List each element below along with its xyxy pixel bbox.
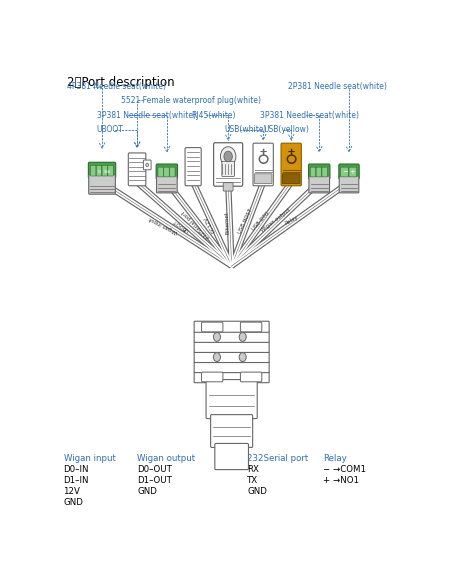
Text: GN/A: GN/A <box>104 170 111 175</box>
Text: DC12V: DC12V <box>202 215 216 233</box>
Text: RX: RX <box>247 465 259 473</box>
Text: UBOOT: UBOOT <box>97 126 124 134</box>
Text: GND: GND <box>137 487 156 496</box>
Circle shape <box>213 353 220 362</box>
Circle shape <box>223 151 232 162</box>
FancyBboxPatch shape <box>88 162 115 178</box>
Circle shape <box>239 353 246 362</box>
Text: 12V: 12V <box>63 487 80 496</box>
Text: D0–OUT: D0–OUT <box>137 465 171 473</box>
FancyBboxPatch shape <box>194 331 268 342</box>
FancyBboxPatch shape <box>340 167 348 177</box>
Text: 3P381 Needle seat(white): 3P381 Needle seat(white) <box>259 111 358 120</box>
Text: NI: NI <box>97 170 101 175</box>
FancyBboxPatch shape <box>254 174 272 184</box>
Text: GND: GND <box>63 498 83 507</box>
FancyBboxPatch shape <box>308 164 329 179</box>
FancyBboxPatch shape <box>309 167 315 177</box>
Text: USB(white): USB(white) <box>224 126 267 134</box>
Text: + →NO1: + →NO1 <box>322 476 358 485</box>
FancyBboxPatch shape <box>143 160 151 170</box>
FancyBboxPatch shape <box>88 175 115 194</box>
Text: ♁: ♁ <box>256 150 269 168</box>
Text: Wigan output: Wigan output <box>259 207 291 233</box>
Text: D1–OUT: D1–OUT <box>137 476 171 485</box>
Text: Relay: Relay <box>322 454 346 463</box>
FancyBboxPatch shape <box>184 147 201 186</box>
FancyBboxPatch shape <box>214 444 248 469</box>
FancyBboxPatch shape <box>338 176 358 193</box>
Text: 232Serial port: 232Serial port <box>247 454 308 463</box>
FancyBboxPatch shape <box>223 183 233 191</box>
FancyBboxPatch shape <box>213 143 242 186</box>
Text: RJ45(white): RJ45(white) <box>191 111 235 120</box>
FancyBboxPatch shape <box>169 167 175 177</box>
FancyBboxPatch shape <box>156 164 177 179</box>
FancyBboxPatch shape <box>201 372 222 382</box>
FancyBboxPatch shape <box>194 342 268 353</box>
FancyBboxPatch shape <box>201 322 222 332</box>
FancyBboxPatch shape <box>194 362 268 373</box>
Text: Wigan input: Wigan input <box>147 215 178 234</box>
FancyBboxPatch shape <box>194 321 268 332</box>
Text: USB HOST: USB HOST <box>237 208 253 234</box>
FancyBboxPatch shape <box>221 161 234 176</box>
Text: 2、Port description: 2、Port description <box>67 76 174 89</box>
Circle shape <box>213 332 220 342</box>
FancyBboxPatch shape <box>338 164 359 179</box>
Text: GND: GND <box>247 487 267 496</box>
FancyBboxPatch shape <box>253 143 273 186</box>
FancyBboxPatch shape <box>348 167 356 177</box>
Text: UBOOT: UBOOT <box>171 217 190 232</box>
Text: 5521 Female waterproof plug(white): 5521 Female waterproof plug(white) <box>121 96 261 105</box>
FancyBboxPatch shape <box>194 372 268 382</box>
Text: 232Serial port: 232Serial port <box>181 209 211 239</box>
Text: D1–IN: D1–IN <box>63 476 89 485</box>
FancyBboxPatch shape <box>240 372 261 382</box>
Text: USB OTG: USB OTG <box>250 210 270 231</box>
FancyBboxPatch shape <box>156 176 177 193</box>
FancyBboxPatch shape <box>240 322 261 332</box>
FancyBboxPatch shape <box>281 143 301 186</box>
Text: ♁: ♁ <box>284 150 297 168</box>
FancyBboxPatch shape <box>157 167 163 177</box>
Text: Relay: Relay <box>283 214 298 226</box>
FancyBboxPatch shape <box>315 167 321 177</box>
FancyBboxPatch shape <box>102 165 107 176</box>
FancyBboxPatch shape <box>128 153 146 186</box>
FancyBboxPatch shape <box>282 174 299 184</box>
FancyBboxPatch shape <box>90 165 96 176</box>
Text: 3P381 Needle seat(white): 3P381 Needle seat(white) <box>97 111 195 120</box>
FancyBboxPatch shape <box>108 165 113 176</box>
Text: +: + <box>349 169 354 175</box>
Text: −: − <box>342 169 348 175</box>
Text: Ethernet: Ethernet <box>224 211 230 234</box>
Text: 2P381 Needle seat(white): 2P381 Needle seat(white) <box>287 82 386 92</box>
Text: Wigan input: Wigan input <box>63 454 115 463</box>
FancyBboxPatch shape <box>96 165 101 176</box>
Text: USB(yellow): USB(yellow) <box>262 126 308 134</box>
Circle shape <box>146 163 148 166</box>
FancyBboxPatch shape <box>210 415 252 448</box>
Text: 4P381 Needle seat(white): 4P381 Needle seat(white) <box>67 82 166 92</box>
Text: D0–IN: D0–IN <box>63 465 89 473</box>
Text: Wigan output: Wigan output <box>137 454 195 463</box>
Text: TX: TX <box>247 476 258 485</box>
FancyBboxPatch shape <box>163 167 169 177</box>
FancyBboxPatch shape <box>308 176 329 193</box>
FancyBboxPatch shape <box>206 380 257 419</box>
Circle shape <box>239 332 246 342</box>
FancyBboxPatch shape <box>321 167 327 177</box>
FancyBboxPatch shape <box>194 351 268 362</box>
Circle shape <box>220 147 235 166</box>
Text: − →COM1: − →COM1 <box>322 465 365 473</box>
